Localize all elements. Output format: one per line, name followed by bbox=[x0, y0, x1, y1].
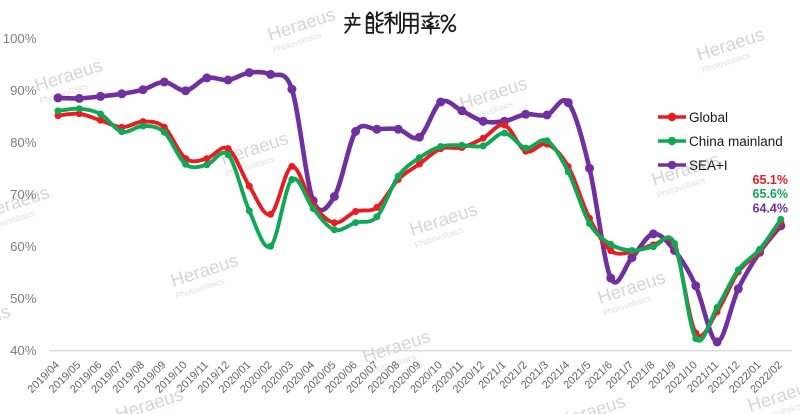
svg-text:40%: 40% bbox=[10, 343, 37, 358]
svg-text:60%: 60% bbox=[10, 239, 37, 254]
svg-text:50%: 50% bbox=[10, 291, 37, 306]
svg-text:65.1%: 65.1% bbox=[753, 173, 788, 187]
svg-text:70%: 70% bbox=[10, 187, 37, 202]
svg-text:80%: 80% bbox=[10, 135, 37, 150]
svg-text:China mainland: China mainland bbox=[689, 134, 783, 149]
svg-text:Global: Global bbox=[689, 110, 728, 125]
svg-text:65.6%: 65.6% bbox=[753, 187, 788, 201]
svg-text:SEA+I: SEA+I bbox=[689, 158, 728, 173]
svg-text:64.4%: 64.4% bbox=[753, 202, 788, 216]
svg-text:100%: 100% bbox=[3, 31, 37, 46]
svg-text:90%: 90% bbox=[10, 83, 37, 98]
